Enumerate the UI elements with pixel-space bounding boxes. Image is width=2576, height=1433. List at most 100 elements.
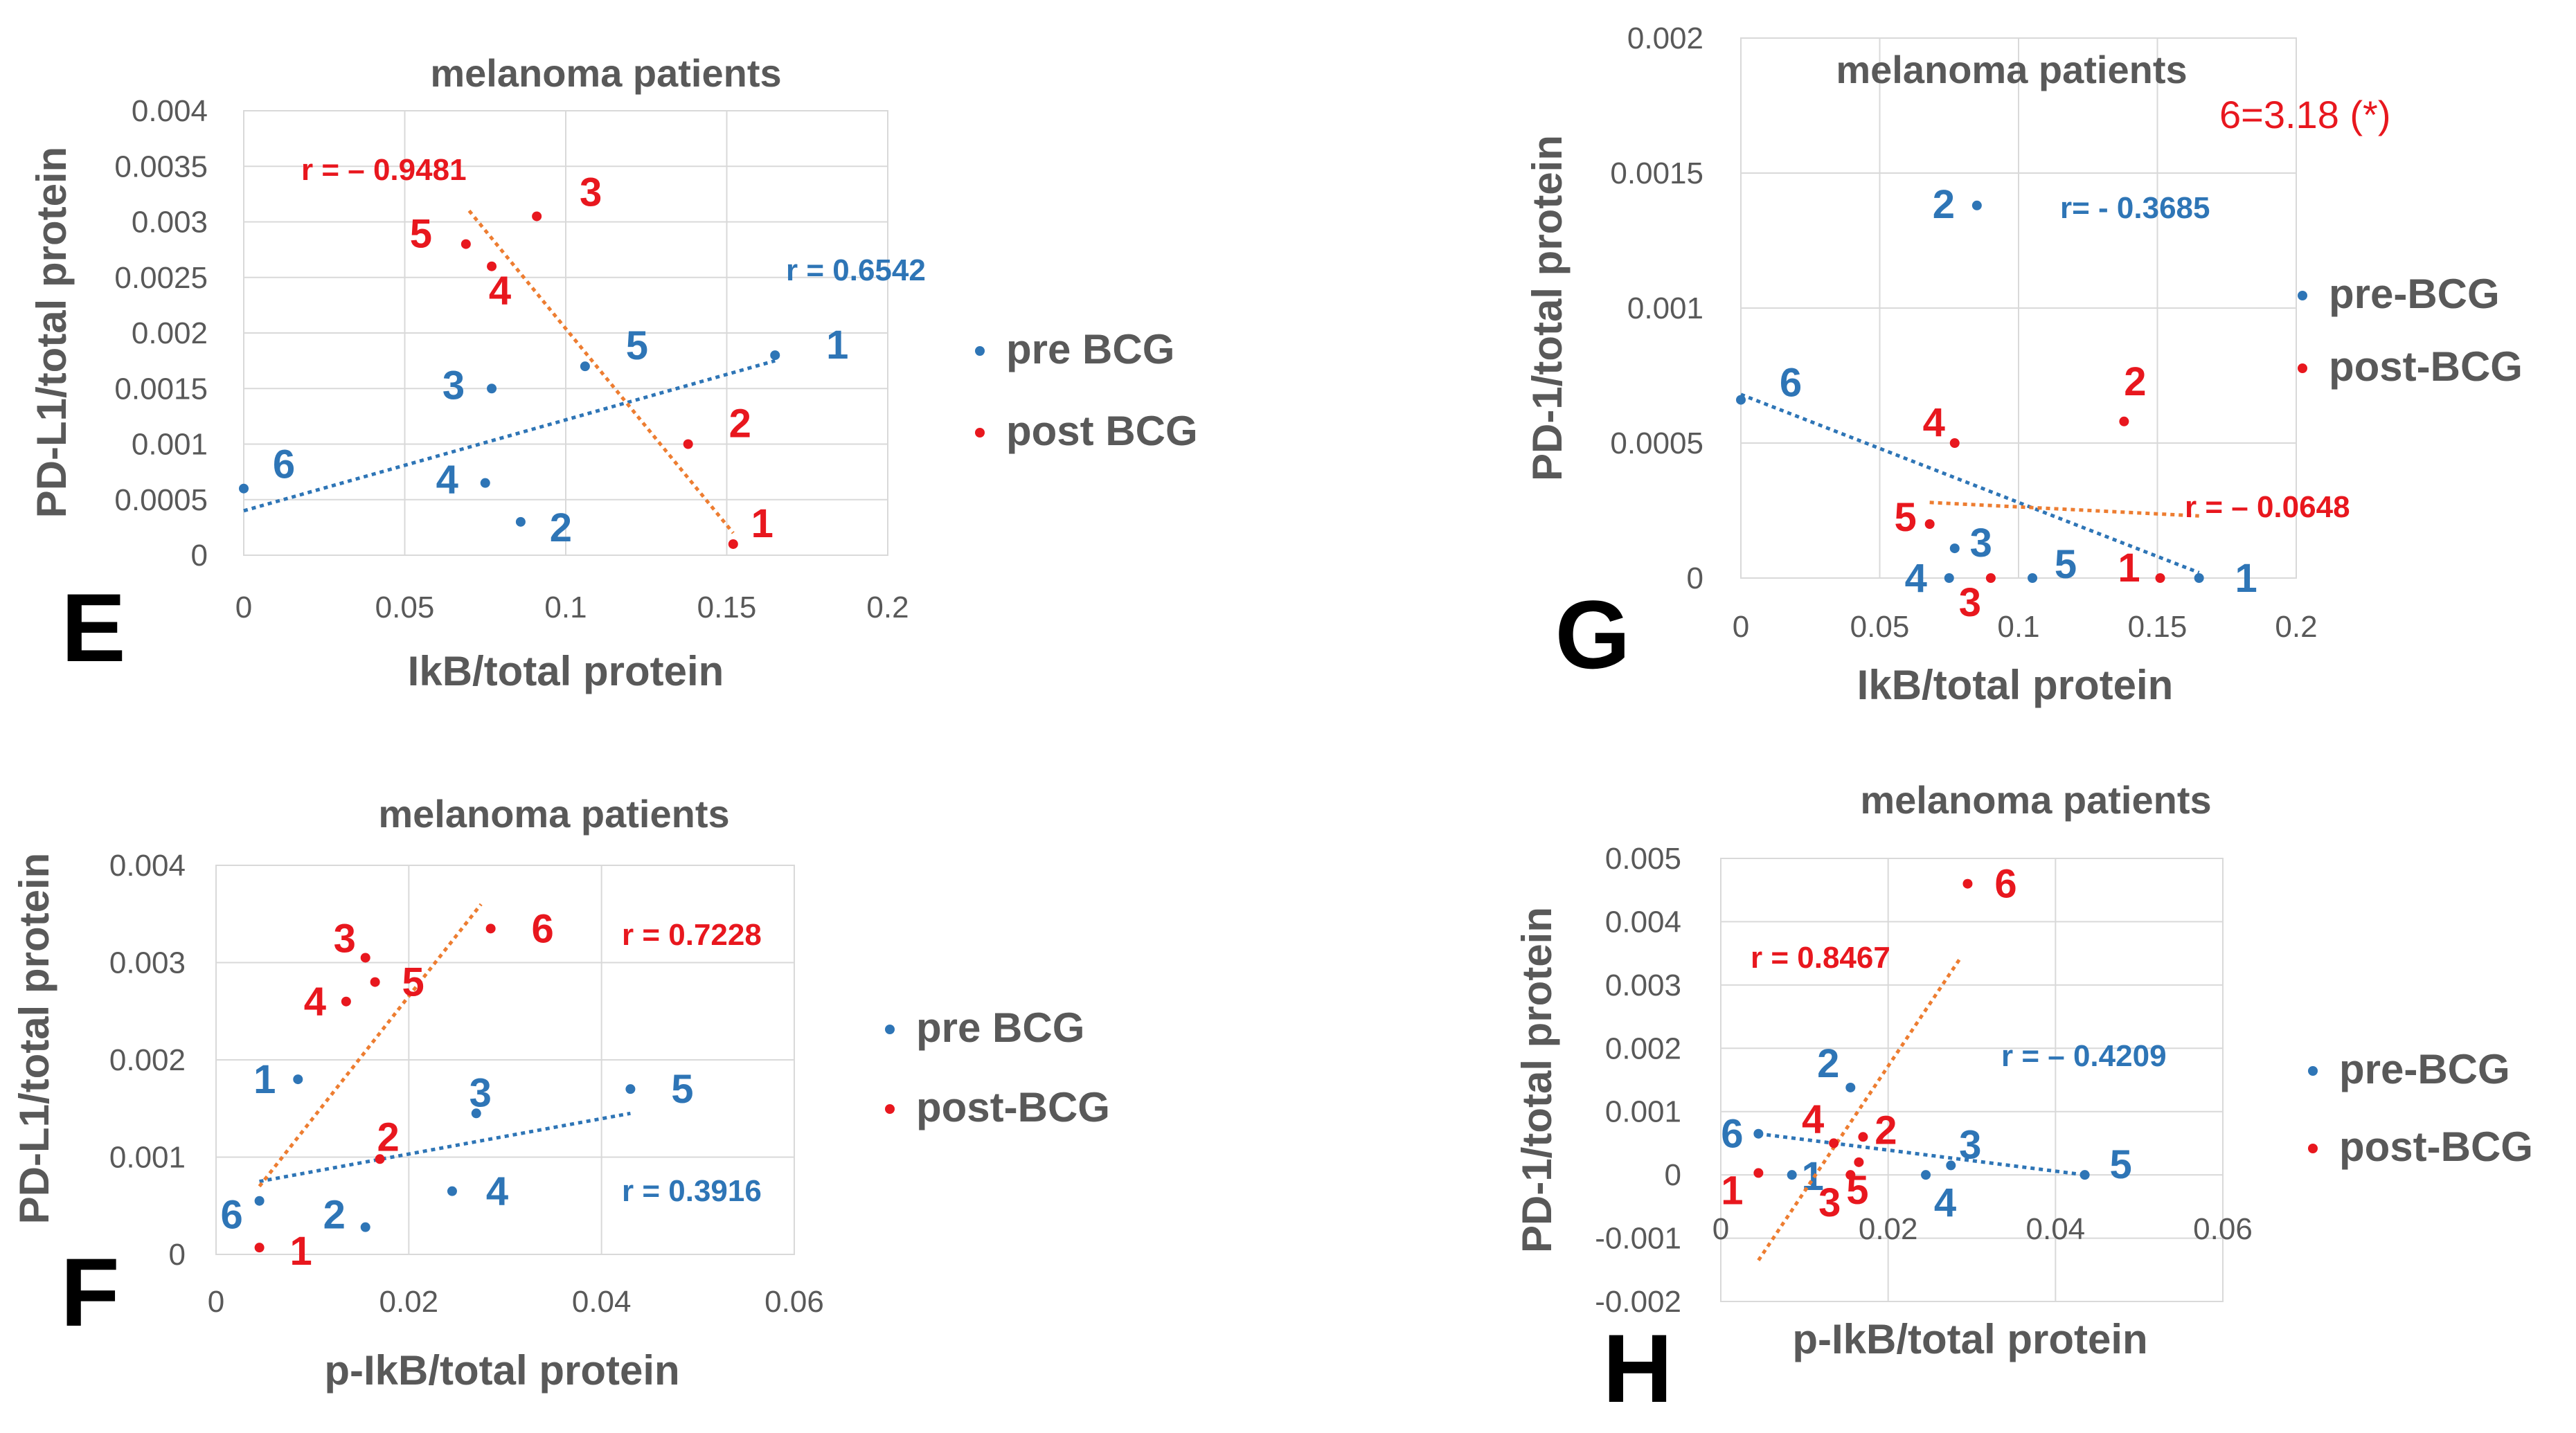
x-axis-label: p-IkB/total protein: [1792, 1316, 2147, 1362]
y-tick-label: 0.002: [109, 1043, 186, 1077]
correlation-post: r = – 0.0648: [2185, 490, 2350, 524]
legend-marker-post: [2308, 1144, 2318, 1153]
legend-marker-pre: [885, 1025, 895, 1034]
data-point-pre-6: [1736, 395, 1746, 405]
correlation-post: r = – 0.9481: [301, 153, 467, 187]
y-axis-label: PD-L1/total protein: [11, 853, 57, 1225]
y-axis-label: PD-1/total protein: [1514, 907, 1560, 1253]
point-label-pre-3: 3: [442, 363, 465, 408]
y-tick-label: 0.004: [1605, 905, 1681, 939]
point-label-pre-1: 1: [826, 323, 848, 368]
point-label-post-3: 3: [1818, 1180, 1841, 1225]
chart-title: melanoma patients: [1860, 778, 2211, 822]
data-point-pre-4: [480, 478, 490, 488]
point-label-post-1: 1: [2118, 546, 2140, 591]
annotation-note: 6=3.18 (*): [2219, 93, 2391, 136]
data-point-post-4: [1949, 438, 1960, 448]
data-point-pre-2: [1971, 200, 1982, 210]
legend-entry-post: post-BCG: [916, 1084, 1110, 1130]
x-tick-label: 0.02: [1859, 1212, 1918, 1246]
x-tick-label: 0.1: [1997, 610, 2039, 644]
x-tick-label: 0.06: [764, 1285, 824, 1319]
data-point-post-5: [460, 239, 471, 249]
data-point-pre-4: [1921, 1170, 1931, 1180]
point-label-post-1: 1: [1721, 1168, 1743, 1213]
y-tick-label: 0.0005: [114, 483, 208, 517]
trend-line-post: [467, 209, 735, 534]
point-label-pre-2: 2: [1933, 182, 1955, 227]
y-tick-label: 0.001: [1627, 291, 1703, 325]
point-label-post-1: 1: [751, 501, 773, 546]
y-tick-label: 0.0035: [114, 150, 208, 183]
legend-entry-pre: pre BCG: [916, 1004, 1084, 1051]
point-label-pre-6: 6: [220, 1193, 242, 1238]
point-label-post-4: 4: [1802, 1097, 1824, 1142]
point-label-post-1: 1: [289, 1229, 312, 1274]
y-tick-label: 0.003: [132, 206, 208, 240]
x-axis-label: IkB/total protein: [1857, 662, 2174, 708]
x-tick-label: 0.04: [572, 1285, 632, 1319]
data-point-pre-5: [2079, 1170, 2090, 1180]
data-point-pre-3: [1946, 1160, 1956, 1171]
x-tick-label: 0: [208, 1285, 224, 1319]
correlation-post: r = 0.8467: [1751, 941, 1890, 975]
y-tick-label: 0.002: [1627, 21, 1703, 55]
point-label-post-4: 4: [489, 269, 511, 314]
data-point-post-2: [1858, 1132, 1868, 1142]
x-tick-label: 0: [1733, 610, 1749, 644]
point-label-post-2: 2: [2124, 359, 2146, 404]
chart-panel-h: -0.002 -0.001 0 0.001 0.002 0.003 0.004 0.005 0 0…: [1514, 778, 2533, 1423]
data-point-pre-6: [239, 483, 249, 494]
data-point-pre-2: [1845, 1082, 1856, 1092]
chart-panel-g: 0 0.0005 0.001 0.0015 0.002 0 0.05 0.1 0.15 0.2 me…: [1524, 21, 2523, 708]
point-label-pre-5: 5: [671, 1067, 693, 1112]
data-point-pre-4: [447, 1186, 457, 1196]
data-point-post-4: [1829, 1138, 1839, 1148]
data-point-post-5: [370, 977, 380, 987]
y-tick-label: 0: [1665, 1158, 1681, 1192]
point-label-post-5: 5: [1846, 1168, 1868, 1213]
panel-letter: F: [60, 1238, 120, 1346]
x-tick-label: 0.02: [379, 1285, 439, 1319]
y-tick-label: 0.0015: [1610, 156, 1703, 190]
data-point-pre-1: [293, 1074, 303, 1085]
data-point-post-3: [1985, 573, 1996, 583]
data-point-pre-5: [580, 361, 590, 372]
trend-line-post: [1757, 958, 1961, 1261]
legend-entry-pre: pre BCG: [1006, 326, 1174, 372]
legend-entry-pre: pre-BCG: [2339, 1046, 2510, 1092]
data-point-post-2: [2119, 416, 2129, 426]
data-point-pre-1: [1787, 1170, 1797, 1180]
correlation-pre: r= - 0.3685: [2060, 191, 2210, 225]
trend-line-post: [258, 903, 483, 1188]
y-tick-label: 0.0015: [114, 372, 208, 406]
correlation-pre: r = 0.3916: [622, 1174, 762, 1208]
trend-line-pre: [1740, 393, 2200, 575]
x-tick-label: 0.05: [375, 591, 435, 624]
point-label-pre-3: 3: [469, 1070, 492, 1115]
y-tick-label: 0.004: [109, 849, 186, 883]
point-label-post-4: 4: [1923, 400, 1945, 445]
y-axis-label: PD-L1/total protein: [28, 147, 75, 519]
data-point-pre-3: [487, 384, 497, 394]
x-tick-label: 0: [235, 591, 252, 624]
x-tick-label: 0.1: [544, 591, 587, 624]
legend-marker-pre: [2298, 291, 2307, 300]
y-tick-label: 0.003: [109, 946, 186, 980]
chart-panel-f: 0 0.001 0.002 0.003 0.004 0 0.02 0.04 0.06 melano…: [11, 792, 1110, 1394]
trend-line-pre: [243, 359, 776, 513]
data-point-post-2: [375, 1154, 385, 1164]
data-point-pre-3: [1949, 543, 1960, 554]
y-tick-label: 0.0025: [114, 261, 208, 295]
data-point-post-6: [485, 923, 496, 934]
point-label-pre-6: 6: [273, 442, 295, 487]
data-point-pre-5: [625, 1084, 636, 1094]
point-label-post-5: 5: [410, 212, 432, 257]
data-point-post-5: [1924, 519, 1935, 529]
x-tick-label: 0.06: [2193, 1212, 2253, 1246]
point-label-post-6: 6: [531, 906, 553, 951]
point-label-post-2: 2: [1875, 1108, 1897, 1153]
y-tick-label: 0.002: [1605, 1031, 1681, 1065]
